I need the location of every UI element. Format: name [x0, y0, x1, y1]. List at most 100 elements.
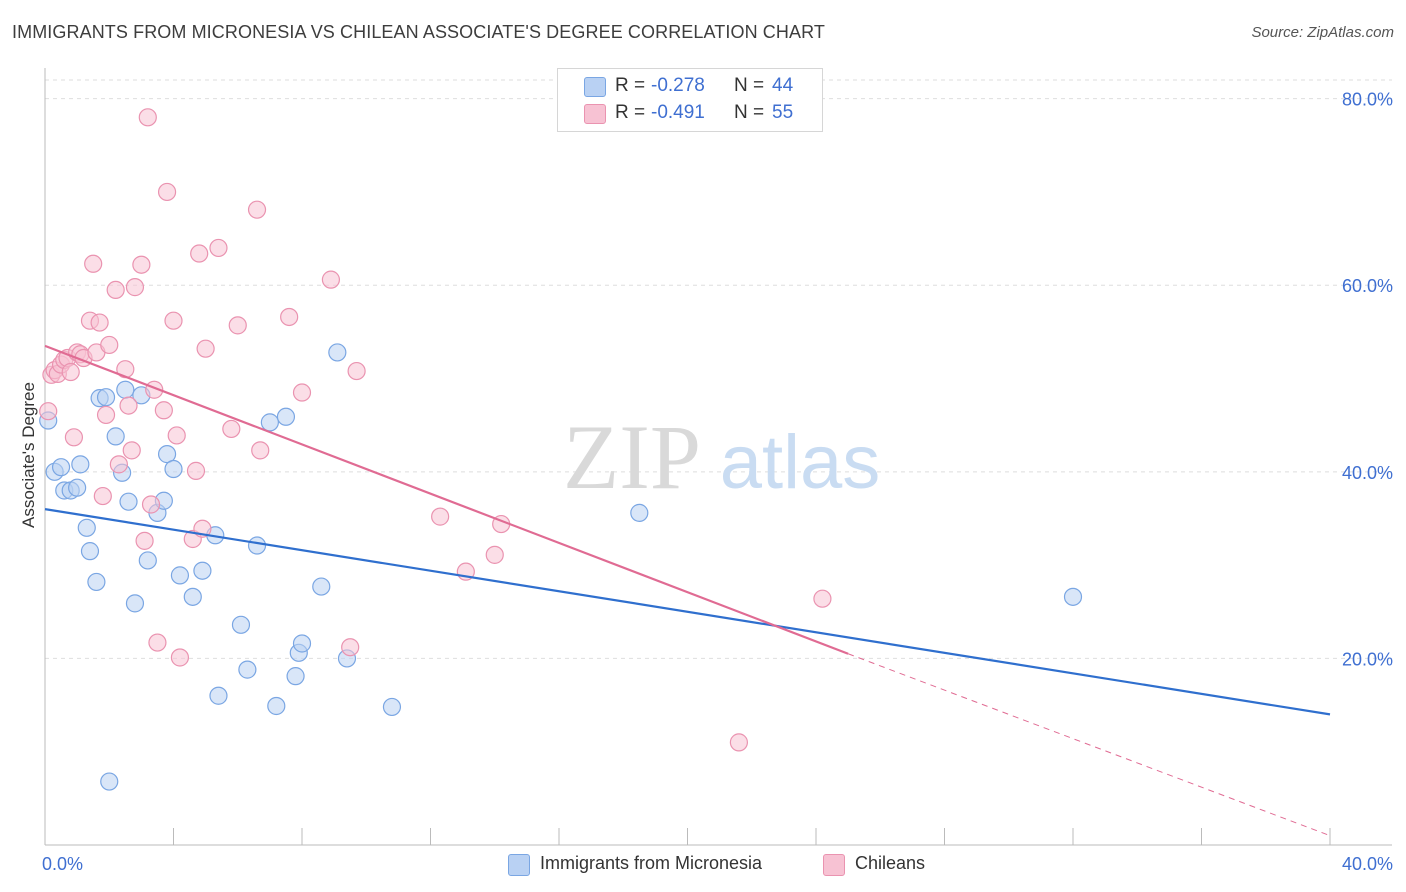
point-chilean — [170, 648, 190, 667]
point-micronesia — [80, 542, 100, 561]
point-micronesia — [96, 388, 116, 407]
point-chilean — [109, 455, 128, 474]
point-chilean — [729, 733, 749, 752]
point-micronesia — [170, 566, 190, 585]
point-chilean — [190, 244, 209, 263]
point-micronesia — [292, 634, 312, 653]
legend-r-value: -0.278 — [651, 75, 705, 96]
point-chilean — [100, 335, 119, 355]
legend-r-label: R = — [615, 75, 646, 96]
y-tick-label: 40.0% — [1342, 463, 1393, 483]
x-tick-label: 40.0% — [1342, 854, 1393, 874]
point-micronesia — [1063, 587, 1083, 606]
point-chilean — [119, 396, 138, 415]
tick-labels: 20.0% 40.0% 60.0% 80.0% 0.0% 40.0% — [42, 90, 1393, 874]
point-micronesia — [382, 697, 402, 717]
point-chilean — [347, 361, 366, 381]
trend-lines — [44, 344, 1331, 837]
point-chilean — [167, 426, 186, 445]
point-micronesia — [77, 518, 96, 537]
point-chilean — [93, 486, 112, 506]
point-micronesia — [106, 427, 125, 446]
point-micronesia — [231, 615, 251, 634]
legend-r-value: -0.491 — [651, 102, 705, 123]
point-micronesia — [286, 667, 305, 686]
bottom-legend-label: Chileans — [855, 853, 926, 873]
point-chilean — [125, 278, 145, 297]
trend-line-chileans-extension — [847, 653, 1331, 837]
point-chilean — [138, 108, 157, 127]
point-micronesia — [51, 458, 71, 477]
x-tick-label: 0.0% — [42, 854, 83, 874]
point-chilean — [251, 441, 270, 460]
point-micronesia — [116, 380, 135, 399]
trend-line-chileans — [44, 344, 849, 655]
source-label: Source: ZipAtlas.com — [1251, 24, 1394, 41]
axes — [44, 68, 1392, 846]
point-chilean — [292, 383, 312, 402]
point-chilean — [122, 441, 141, 460]
point-micronesia — [100, 772, 119, 791]
point-chilean — [148, 633, 167, 652]
point-chilean — [157, 182, 177, 202]
point-micronesia — [87, 572, 106, 592]
point-chilean — [135, 531, 154, 550]
point-micronesia — [209, 686, 228, 705]
point-chilean — [196, 339, 215, 358]
grid-lines — [45, 79, 1392, 659]
point-chilean — [164, 311, 183, 330]
watermark-zip: ZIP — [563, 406, 701, 508]
point-chilean — [222, 419, 241, 439]
point-chilean — [485, 545, 504, 564]
point-micronesia — [138, 551, 157, 570]
y-tick-label: 60.0% — [1342, 276, 1393, 296]
point-micronesia — [328, 343, 347, 362]
point-chilean — [247, 200, 267, 219]
point-micronesia — [193, 561, 212, 580]
point-micronesia — [276, 407, 296, 426]
point-micronesia — [164, 459, 183, 479]
bottom-legend-label: Immigrants from Micronesia — [540, 853, 763, 873]
point-micronesia — [238, 660, 257, 679]
point-chilean — [96, 405, 116, 425]
data-points — [39, 108, 1083, 791]
point-micronesia — [267, 696, 286, 716]
watermark-atlas: atlas — [720, 420, 881, 505]
point-micronesia — [71, 455, 90, 474]
point-chilean — [90, 313, 109, 332]
legend-n-value: 55 — [772, 102, 794, 123]
point-chilean — [84, 254, 103, 273]
point-micronesia — [247, 536, 267, 555]
point-chilean — [106, 280, 125, 300]
legend-n-label: N = — [734, 75, 765, 96]
point-micronesia — [68, 478, 87, 497]
y-tick-label: 80.0% — [1342, 90, 1393, 110]
point-chilean — [209, 238, 228, 258]
trend-line-micronesia — [44, 508, 1331, 716]
legend-swatch-blue — [584, 77, 606, 97]
point-micronesia — [630, 503, 649, 522]
point-micronesia — [125, 594, 145, 613]
y-tick-label: 20.0% — [1342, 649, 1393, 669]
chart-title: IMMIGRANTS FROM MICRONESIA VS CHILEAN AS… — [12, 22, 825, 42]
point-chilean — [228, 316, 247, 335]
correlation-legend: R = -0.278 N = 44 R = -0.491 N = 55 — [557, 68, 823, 132]
point-micronesia — [312, 577, 331, 596]
point-chilean — [154, 401, 173, 420]
legend-n-value: 44 — [772, 75, 794, 96]
point-micronesia — [260, 413, 279, 432]
legend-swatch-pink — [584, 104, 606, 124]
y-axis-label: Associate's Degree — [19, 382, 38, 528]
point-chilean — [321, 270, 341, 289]
point-chilean — [132, 255, 151, 274]
point-chilean — [186, 461, 206, 480]
bottom-legend-swatch-blue — [508, 854, 530, 876]
point-micronesia — [183, 587, 202, 606]
point-chilean — [280, 307, 299, 327]
point-chilean — [341, 638, 360, 657]
point-chilean — [431, 507, 450, 526]
point-chilean — [39, 402, 58, 421]
bottom-legend-swatch-pink — [823, 854, 845, 876]
legend-r-label: R = — [615, 102, 646, 123]
